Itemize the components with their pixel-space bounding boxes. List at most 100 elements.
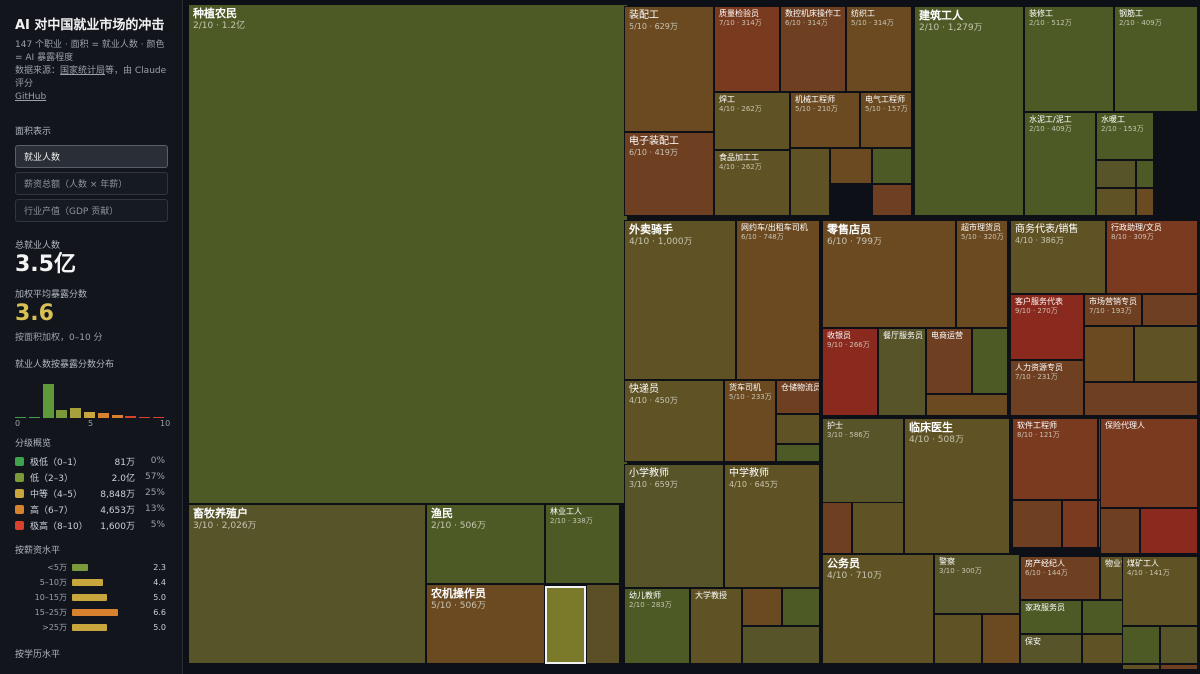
treemap-tile[interactable]: 装修工 2/10 · 512万 xyxy=(1024,6,1114,112)
level-name: 极高（8–10） xyxy=(30,521,88,532)
treemap-tile[interactable]: 煤矿工人 4/10 · 141万 xyxy=(1122,556,1198,626)
treemap-tile[interactable]: 货车司机 5/10 · 233万 xyxy=(724,380,776,462)
treemap-tile[interactable] xyxy=(1122,664,1160,670)
treemap-tile[interactable] xyxy=(1140,508,1198,554)
treemap-tile[interactable] xyxy=(1134,326,1198,382)
treemap-tile[interactable] xyxy=(1084,382,1198,416)
treemap-tile[interactable] xyxy=(545,586,586,664)
treemap-tile[interactable]: 软件工程师 8/10 · 121万 xyxy=(1012,418,1098,500)
treemap-tile[interactable]: 家政服务员 xyxy=(1020,600,1082,634)
treemap-tile[interactable]: 保险代理人 xyxy=(1100,418,1198,508)
treemap-tile[interactable] xyxy=(1122,626,1160,664)
treemap-tile[interactable]: 电子装配工 6/10 · 419万 xyxy=(624,132,714,216)
treemap-tile[interactable]: 公务员 4/10 · 710万 xyxy=(822,554,934,664)
level-name: 低（2–3） xyxy=(30,473,73,484)
treemap-tile[interactable]: 渔民 2/10 · 506万 xyxy=(426,504,545,584)
treemap-tile[interactable] xyxy=(1084,326,1134,382)
treemap-tile[interactable]: 零售店员 6/10 · 799万 xyxy=(822,220,956,328)
treemap-tile[interactable]: 人力资源专员 7/10 · 231万 xyxy=(1010,360,1084,416)
treemap-tile[interactable]: 林业工人 2/10 · 338万 xyxy=(545,504,620,584)
treemap-tile[interactable] xyxy=(830,148,872,184)
treemap-tile[interactable]: 幼儿教师 2/10 · 283万 xyxy=(624,588,690,664)
treemap-tile[interactable]: 钢筋工 2/10 · 409万 xyxy=(1114,6,1198,112)
treemap-tile[interactable]: 种植农民 2/10 · 1.2亿 xyxy=(188,4,628,504)
salary-bar xyxy=(72,594,107,601)
level-swatch xyxy=(15,520,24,530)
tile-meta: 5/10 · 320万 xyxy=(961,233,1004,241)
treemap-tile[interactable]: 食品加工工 4/10 · 262万 xyxy=(714,150,790,216)
treemap-tile[interactable] xyxy=(972,328,1008,394)
treemap-tile[interactable] xyxy=(1100,508,1140,554)
mode-gdp-button[interactable]: 行业产值（GDP 贡献） xyxy=(15,199,168,222)
treemap-tile[interactable]: 保安 xyxy=(1020,634,1082,664)
salary-value: 5.0 xyxy=(153,593,166,602)
treemap-tile[interactable]: 外卖骑手 4/10 · 1,000万 xyxy=(624,220,736,380)
tile-meta: 9/10 · 270万 xyxy=(1015,307,1058,315)
treemap-tile[interactable] xyxy=(776,414,820,444)
treemap-tile[interactable] xyxy=(852,502,904,554)
treemap-tile[interactable]: 小学教师 3/10 · 659万 xyxy=(624,464,724,588)
treemap-tile[interactable] xyxy=(1062,500,1098,548)
treemap-tile[interactable]: 装配工 5/10 · 629万 xyxy=(624,6,714,132)
treemap-tile[interactable]: 机械工程师 5/10 · 210万 xyxy=(790,92,860,148)
treemap-tile[interactable]: 畜牧养殖户 3/10 · 2,026万 xyxy=(188,504,426,664)
treemap-tile[interactable]: 农机操作员 5/10 · 506万 xyxy=(426,584,545,664)
treemap-tile[interactable] xyxy=(872,184,912,216)
tile-name: 客户服务代表 xyxy=(1015,297,1063,306)
treemap-tile[interactable]: 餐厅服务员 xyxy=(878,328,926,416)
treemap-tile[interactable]: 数控机床操作工 6/10 · 314万 xyxy=(780,6,846,92)
treemap-tile[interactable]: 客户服务代表 9/10 · 270万 xyxy=(1010,294,1084,360)
treemap-tile[interactable] xyxy=(934,614,982,664)
tile-name: 网约车/出租车司机 xyxy=(741,223,808,232)
treemap-tile[interactable]: 市场营销专员 7/10 · 193万 xyxy=(1084,294,1142,326)
treemap-tile[interactable]: 行政助理/文员 8/10 · 309万 xyxy=(1106,220,1198,294)
treemap-tile[interactable] xyxy=(742,588,782,626)
treemap-tile[interactable] xyxy=(790,148,830,216)
treemap-tile[interactable] xyxy=(872,148,912,184)
treemap-tile[interactable]: 快递员 4/10 · 450万 xyxy=(624,380,724,462)
tile-meta: 4/10 · 262万 xyxy=(719,105,762,113)
treemap-tile[interactable]: 收银员 9/10 · 266万 xyxy=(822,328,878,416)
treemap-tile[interactable] xyxy=(776,444,820,462)
treemap-tile[interactable]: 房产经纪人 6/10 · 144万 xyxy=(1020,556,1100,600)
treemap-tile[interactable] xyxy=(586,584,620,664)
treemap-tile[interactable]: 商务代表/销售 4/10 · 386万 xyxy=(1010,220,1106,294)
treemap-tile[interactable]: 大学教授 xyxy=(690,588,742,664)
treemap-tile[interactable] xyxy=(982,614,1020,664)
treemap-tile[interactable] xyxy=(822,502,852,554)
treemap-tile[interactable]: 建筑工人 2/10 · 1,279万 xyxy=(914,6,1024,216)
treemap-tile[interactable]: 网约车/出租车司机 6/10 · 748万 xyxy=(736,220,820,380)
tile-meta: 9/10 · 266万 xyxy=(827,341,870,349)
treemap-tile[interactable] xyxy=(1096,160,1136,188)
histogram-label: 就业人数按暴露分数分布 xyxy=(15,360,115,370)
treemap-tile[interactable]: 仓储物流员 xyxy=(776,380,820,414)
mode-employment-button[interactable]: 就业人数 xyxy=(15,145,168,168)
treemap-tile[interactable]: 临床医生 4/10 · 508万 xyxy=(904,418,1010,554)
treemap-tile[interactable] xyxy=(782,588,820,626)
treemap-tile[interactable] xyxy=(1012,500,1062,548)
treemap-tile[interactable]: 超市理货员 5/10 · 320万 xyxy=(956,220,1008,328)
treemap-tile[interactable] xyxy=(1096,188,1136,216)
github-link[interactable]: GitHub xyxy=(15,92,47,102)
tile-meta: 3/10 · 2,026万 xyxy=(193,521,257,531)
tile-meta: 7/10 · 193万 xyxy=(1089,307,1132,315)
tile-name: 机械工程师 xyxy=(795,95,835,104)
treemap-tile[interactable]: 水泥工/泥工 2/10 · 409万 xyxy=(1024,112,1096,216)
treemap-tile[interactable] xyxy=(926,394,1008,416)
treemap-tile[interactable] xyxy=(1142,294,1198,326)
treemap-tile[interactable] xyxy=(1136,188,1154,216)
mode-salary-total-button[interactable]: 薪资总额（人数 × 年薪） xyxy=(15,172,168,195)
treemap-tile[interactable]: 中学教师 4/10 · 645万 xyxy=(724,464,820,588)
treemap-tile[interactable]: 电商运营 xyxy=(926,328,972,394)
treemap-tile[interactable]: 电气工程师 5/10 · 157万 xyxy=(860,92,912,148)
treemap-tile[interactable] xyxy=(742,626,820,664)
treemap-tile[interactable]: 焊工 4/10 · 262万 xyxy=(714,92,790,150)
treemap-tile[interactable]: 纺织工 5/10 · 314万 xyxy=(846,6,912,92)
treemap-tile[interactable] xyxy=(1160,626,1198,664)
source-link[interactable]: 国家统计局 xyxy=(60,66,106,76)
treemap-tile[interactable]: 水暖工 2/10 · 153万 xyxy=(1096,112,1154,160)
treemap-tile[interactable]: 质量检验员 7/10 · 314万 xyxy=(714,6,780,92)
treemap-tile[interactable]: 警察 3/10 · 300万 xyxy=(934,554,1020,614)
treemap-tile[interactable] xyxy=(1136,160,1154,188)
treemap-tile[interactable] xyxy=(1160,664,1198,670)
